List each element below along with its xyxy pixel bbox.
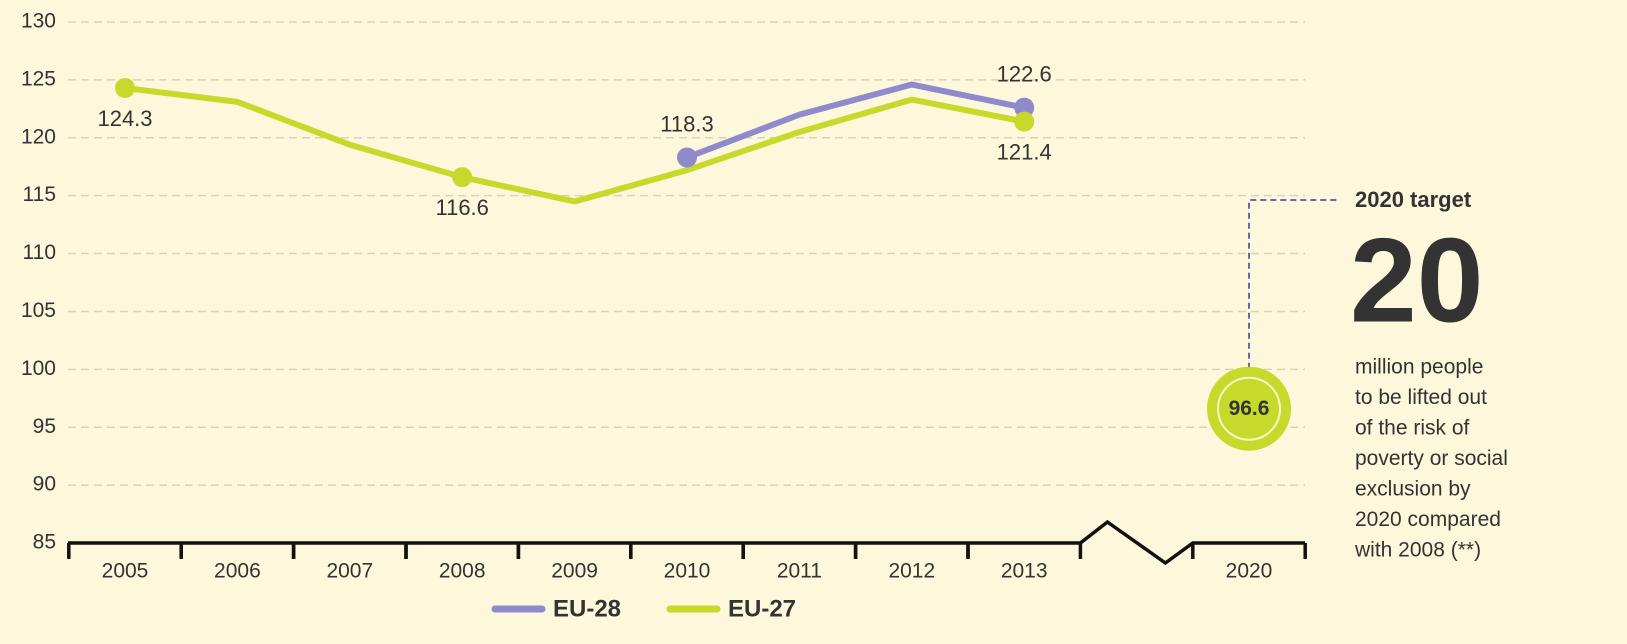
x-tick-label: 2007: [326, 560, 373, 583]
x-axis: [68, 519, 1305, 566]
legend-label: EU-28: [553, 595, 621, 622]
target-note: 2020 compared: [1355, 508, 1501, 531]
data-label: 116.6: [435, 195, 488, 220]
legend-label: EU-27: [728, 595, 796, 622]
target-note: of the risk of: [1355, 417, 1470, 440]
x-tick-label: 2012: [888, 560, 935, 583]
point-marker: [452, 167, 473, 188]
x-tick-label: 2020: [1226, 560, 1273, 583]
target-headline: 20: [1350, 214, 1483, 348]
y-tick-label: 115: [23, 183, 56, 206]
target-note: exclusion by: [1355, 478, 1471, 501]
x-tick-label: 2006: [214, 560, 261, 583]
target-note: with 2008 (**): [1354, 539, 1481, 562]
target-note: to be lifted out: [1355, 386, 1487, 409]
target-value: 96.6: [1229, 397, 1270, 420]
x-tick-label: 2009: [551, 560, 598, 583]
x-tick-label: 2013: [1001, 560, 1048, 583]
point-marker: [115, 77, 135, 98]
series-line: [685, 81, 1025, 161]
y-tick-label: 130: [21, 10, 56, 33]
target-core: [1222, 381, 1276, 436]
y-tick-label: 125: [21, 67, 56, 90]
target-note: million people: [1355, 356, 1483, 379]
y-tick-label: 95: [33, 415, 56, 438]
x-tick-label: 2008: [439, 560, 486, 583]
target-note: poverty or social: [1355, 447, 1508, 470]
x-tick-label: 2011: [777, 560, 822, 583]
y-tick-label: 120: [21, 125, 56, 148]
data-label: 122.6: [997, 61, 1052, 86]
point-marker: [1014, 111, 1035, 132]
y-tick-label: 105: [21, 299, 56, 322]
y-tick-label: 90: [33, 473, 56, 496]
x-tick-label: 2010: [664, 560, 711, 583]
data-label: 124.3: [97, 106, 152, 131]
point-marker: [677, 147, 697, 168]
x-tick-label: 2005: [102, 560, 149, 583]
series-line: [124, 85, 1025, 205]
point-marker: [1014, 97, 1035, 118]
y-tick-label: 85: [33, 531, 56, 554]
y-tick-label: 100: [21, 357, 56, 380]
target-label: 2020 target: [1355, 187, 1472, 212]
data-label: 118.3: [660, 111, 713, 136]
data-label: 121.4: [997, 139, 1052, 164]
y-tick-label: 110: [23, 241, 56, 264]
target-ring-inner: [1217, 376, 1281, 441]
